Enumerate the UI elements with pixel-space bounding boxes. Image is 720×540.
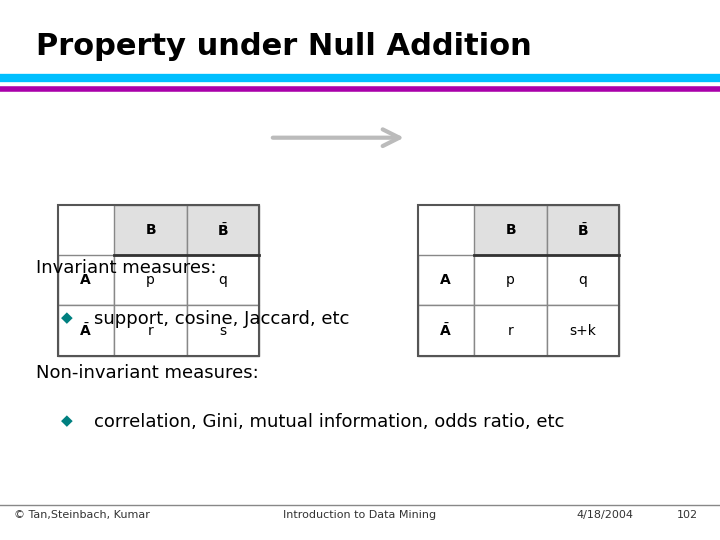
Text: Non-invariant measures:: Non-invariant measures: [36, 364, 258, 382]
Text: ◆: ◆ [61, 413, 73, 428]
Text: $\bar{\mathbf{B}}$: $\bar{\mathbf{B}}$ [217, 222, 229, 239]
Bar [58, 305, 114, 356]
Text: r: r [148, 323, 153, 338]
Text: $\mathbf{A}$: $\mathbf{A}$ [439, 273, 452, 287]
Text: ◆: ◆ [61, 310, 73, 326]
Text: q: q [218, 273, 228, 287]
Bar [58, 205, 259, 356]
Bar [114, 205, 186, 255]
Bar [186, 205, 259, 255]
Text: s: s [220, 323, 227, 338]
Bar [546, 305, 619, 356]
Text: p: p [146, 273, 155, 287]
Text: Invariant measures:: Invariant measures: [36, 259, 217, 277]
Text: Property under Null Addition: Property under Null Addition [36, 32, 532, 62]
Text: $\mathbf{B}$: $\mathbf{B}$ [505, 223, 516, 237]
Bar [546, 255, 619, 305]
Text: Introduction to Data Mining: Introduction to Data Mining [284, 510, 436, 521]
Text: $\bar{\mathbf{B}}$: $\bar{\mathbf{B}}$ [577, 222, 589, 239]
Text: 4/18/2004: 4/18/2004 [576, 510, 633, 521]
Bar [546, 205, 619, 255]
Bar [474, 255, 546, 305]
Text: r: r [508, 323, 513, 338]
Text: support, cosine, Jaccard, etc: support, cosine, Jaccard, etc [94, 310, 349, 328]
Bar [418, 255, 474, 305]
Text: © Tan,Steinbach, Kumar: © Tan,Steinbach, Kumar [14, 510, 150, 521]
Bar [418, 205, 619, 356]
Bar [474, 305, 546, 356]
Text: q: q [578, 273, 588, 287]
Text: $\bar{\mathbf{A}}$: $\bar{\mathbf{A}}$ [79, 322, 92, 339]
Bar [418, 305, 474, 356]
Text: $\bar{\mathbf{A}}$: $\bar{\mathbf{A}}$ [439, 322, 452, 339]
Text: $\mathbf{A}$: $\mathbf{A}$ [79, 273, 92, 287]
Bar [186, 255, 259, 305]
Text: p: p [506, 273, 515, 287]
Bar [58, 255, 114, 305]
Bar [474, 205, 546, 255]
Bar [58, 205, 114, 255]
Bar [114, 305, 186, 356]
Text: s+k: s+k [570, 323, 596, 338]
Text: $\mathbf{B}$: $\mathbf{B}$ [145, 223, 156, 237]
Text: 102: 102 [678, 510, 698, 521]
Bar [186, 305, 259, 356]
Bar [418, 205, 474, 255]
Text: correlation, Gini, mutual information, odds ratio, etc: correlation, Gini, mutual information, o… [94, 413, 564, 431]
Bar [114, 255, 186, 305]
